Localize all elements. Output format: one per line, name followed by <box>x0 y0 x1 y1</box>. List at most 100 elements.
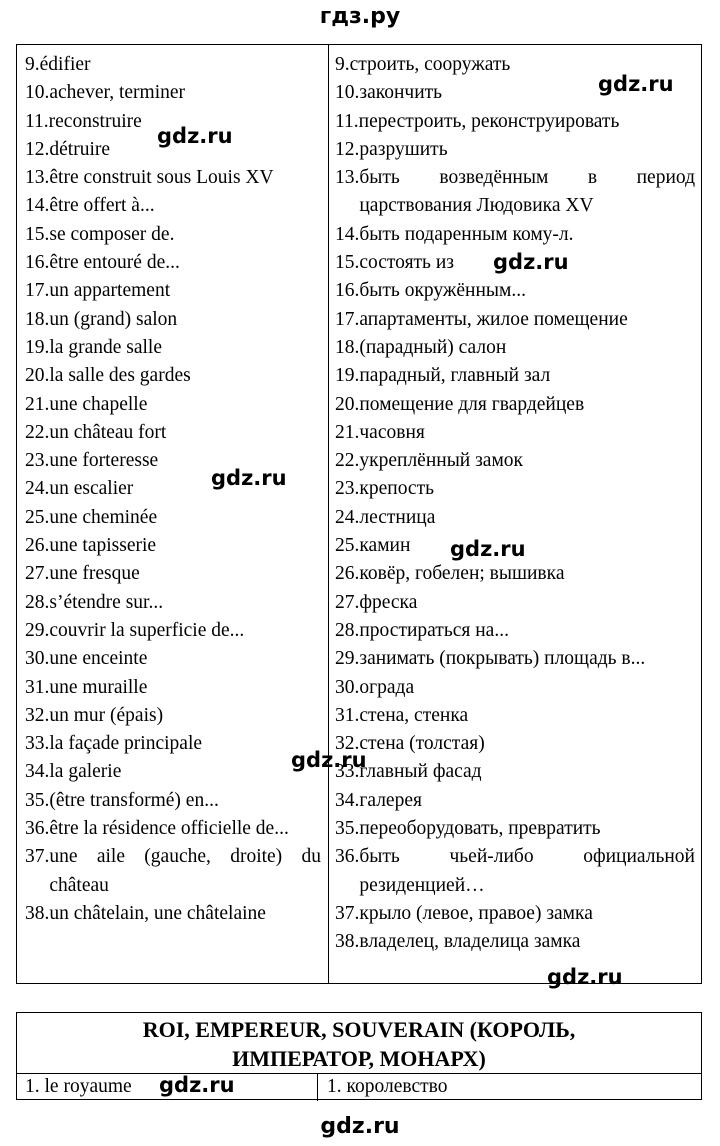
column-divider <box>328 45 329 983</box>
russian-term: простираться на... <box>359 619 509 641</box>
russian-term: камин <box>359 535 411 557</box>
item-number: 20. <box>335 393 360 415</box>
russian-term: быть окружённым... <box>359 280 526 302</box>
french-item: 37. une aile (gauche, droite) du château <box>25 843 321 900</box>
french-term: un mur (épais) <box>49 704 164 726</box>
french-item: 12. détruire <box>25 136 321 164</box>
watermark: gdz.ru <box>598 72 674 96</box>
item-number: 10. <box>335 82 360 104</box>
item-number: 17. <box>25 280 50 302</box>
russian-term: стена, стенка <box>359 704 469 726</box>
item-number: 28. <box>25 591 50 613</box>
russian-term: перестроить, реконструировать <box>358 110 620 132</box>
french-term: une tapisserie <box>49 535 157 557</box>
watermark: gdz.ru <box>291 748 367 772</box>
russian-term: разрушить <box>359 138 448 160</box>
item-number: 34. <box>335 789 360 811</box>
russian-item: 23. крепость <box>335 475 695 503</box>
item-number: 30. <box>25 648 50 670</box>
section-heading-line-1: ROI, EMPEREUR, SOUVERAIN (КОРОЛЬ, <box>142 1017 576 1042</box>
french-term: édifier <box>39 54 91 75</box>
item-number: 38. <box>335 931 360 953</box>
item-number: 24. <box>335 506 360 528</box>
russian-term: быть подаренным кому-л. <box>359 223 574 245</box>
section-row-russian: 1. королевство <box>327 1076 448 1097</box>
russian-term: переоборудовать, превратить <box>359 818 601 840</box>
site-footer: gdz.ru <box>320 1114 400 1139</box>
russian-item: 33. главный фасад <box>335 758 695 786</box>
russian-term: состоять из <box>359 252 454 274</box>
item-number: 13. <box>335 167 360 189</box>
vocabulary-table: 9. édifier 10. achever, terminer 11. reconstr… <box>16 44 702 984</box>
watermark: gdz.ru <box>211 466 287 490</box>
item-number: 15. <box>335 252 360 274</box>
item-number: 16. <box>25 252 50 274</box>
item-number: 33. <box>335 761 360 783</box>
russian-term: апартаменты, жилое помещение <box>359 308 628 330</box>
french-item: 38. un châtelain, une châtelaine <box>25 900 321 928</box>
section-table: ROI, EMPEREUR, SOUVERAIN (КОРОЛЬ, ИМПЕРА… <box>16 1012 702 1101</box>
french-term: reconstruire <box>48 110 142 132</box>
french-term: une muraille <box>49 676 148 698</box>
french-item: 11. reconstruire <box>25 108 321 136</box>
french-item: 10. achever, terminer <box>25 79 321 107</box>
item-number: 19. <box>25 336 50 358</box>
item-number: 14. <box>25 195 50 217</box>
russian-item: 17. апартаменты, жилое помещение <box>335 306 695 334</box>
french-item: 19. la grande salle <box>25 334 321 362</box>
french-term: se composer de. <box>49 223 175 245</box>
russian-item: 32. стена (толстая) <box>335 730 695 758</box>
french-column: 9. édifier 10. achever, terminer 11. reconstr… <box>25 51 321 928</box>
french-term: achever, terminer <box>49 82 186 104</box>
item-number: 20. <box>25 365 50 387</box>
french-item: 24. un escalier <box>25 475 321 503</box>
french-item: 29. couvrir la superficie de... <box>25 617 321 645</box>
french-term: une cheminée <box>49 506 158 528</box>
french-term: être entouré de... <box>49 252 180 274</box>
french-item: 17. un appartement <box>25 277 321 305</box>
french-term: une aile (gauche, droite) du château <box>49 846 321 896</box>
item-number: 28. <box>335 619 360 641</box>
russian-item: 37. крыло (левое, правое) замка <box>335 900 695 928</box>
french-item: 31. une muraille <box>25 674 321 702</box>
french-item: 30. une enceinte <box>25 645 321 673</box>
russian-term: укреплённый замок <box>359 450 524 472</box>
french-item: 15. se composer de. <box>25 221 321 249</box>
french-term: une enceinte <box>49 648 148 670</box>
item-number: 31. <box>335 704 360 726</box>
item-number: 23. <box>25 450 50 472</box>
section-row-french: 1. le royaume <box>25 1076 132 1097</box>
section-first-row: 1. le royaume 1. королевство <box>17 1073 701 1101</box>
russian-item: 10. закончить <box>335 79 695 107</box>
french-term: être construit sous Louis XV <box>49 167 274 189</box>
watermark: gdz.ru <box>159 1073 235 1097</box>
russian-term: строить, сооружать <box>349 54 511 75</box>
russian-item: 24. лестница <box>335 504 695 532</box>
item-number: 10. <box>25 82 50 104</box>
russian-item: 27. фреска <box>335 589 695 617</box>
item-number: 12. <box>25 138 50 160</box>
french-term: être la résidence officielle de... <box>49 818 289 840</box>
french-item: 23. une forteresse <box>25 447 321 475</box>
item-number: 21. <box>25 393 50 415</box>
item-number: 32. <box>25 704 50 726</box>
russian-item: 25. камин <box>335 532 695 560</box>
french-term: la galerie <box>49 761 122 783</box>
russian-item: 29. занимать (покрывать) площадь в... <box>335 645 695 673</box>
item-number: 34. <box>25 761 50 783</box>
site-header: гдз.ру <box>319 4 401 29</box>
item-number: 36. <box>335 846 360 868</box>
item-number: 11. <box>335 110 359 132</box>
french-item: 20. la salle des gardes <box>25 362 321 390</box>
french-item: 36. être la résidence officielle de... <box>25 815 321 843</box>
french-item: 21. une chapelle <box>25 391 321 419</box>
item-number: 27. <box>25 563 50 585</box>
item-number: 35. <box>25 789 50 811</box>
item-number: 32. <box>335 733 360 755</box>
french-item: 34. la galerie <box>25 758 321 786</box>
russian-item: 18. (парадный) салон <box>335 334 695 362</box>
french-term: détruire <box>49 138 111 160</box>
row-divider <box>317 1074 318 1101</box>
item-number: 14. <box>335 223 360 245</box>
item-number: 17. <box>335 308 360 330</box>
